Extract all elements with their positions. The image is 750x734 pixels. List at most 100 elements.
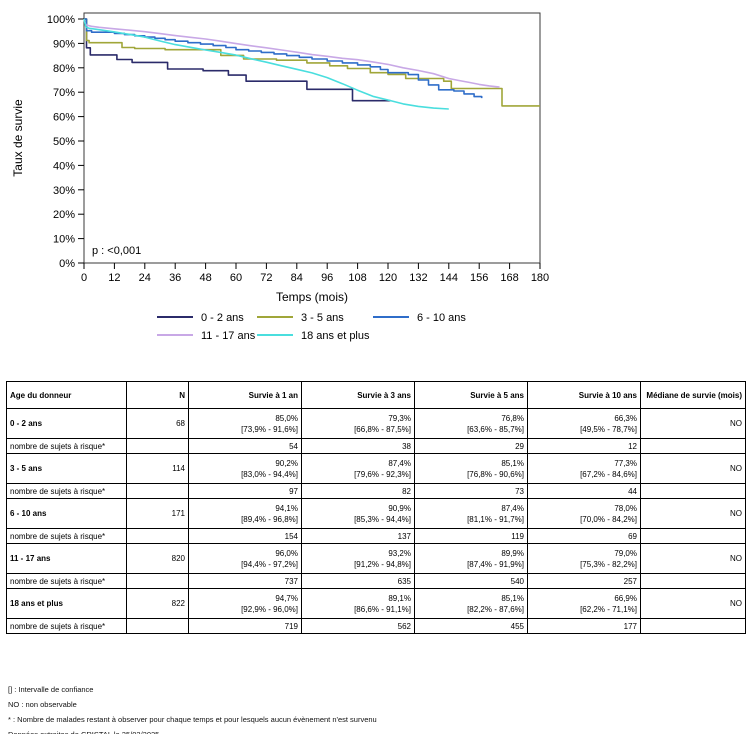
cell-survival: 66,9% [62,2% - 71,1%]	[527, 588, 641, 619]
cell-survival: 90,9% [85,3% - 94,4%]	[301, 498, 415, 529]
cell-median: NO	[640, 453, 746, 484]
table-row-group: 11 - 17 ans 820 96,0% [94,4% - 97,2%] 93,2%[…	[6, 543, 746, 574]
cell-empty	[640, 618, 746, 634]
cell-risk-label: nombre de sujets à risque*	[6, 483, 127, 499]
confidence-interval: [66,8% - 87,5%]	[354, 424, 411, 434]
cell-survival: 85,0% [73,9% - 91,6%]	[188, 408, 302, 439]
cell-age-group: 6 - 10 ans	[6, 498, 127, 529]
x-tick-label: 36	[169, 272, 181, 284]
cell-risk-label: nombre de sujets à risque*	[6, 573, 127, 589]
cell-n: 68	[126, 408, 189, 439]
cell-survival: 94,7% [92,9% - 96,0%]	[188, 588, 302, 619]
cell-survival: 89,9% [87,4% - 91,9%]	[414, 543, 528, 574]
cell-risk-count: 137	[301, 528, 415, 544]
table-row-risk: nombre de sujets à risque* 719 562 455 177	[6, 618, 746, 634]
survival-percent: 94,1%	[275, 503, 298, 513]
cell-risk-label: nombre de sujets à risque*	[6, 618, 127, 634]
col-header-survie-1an: Survie à 1 an	[188, 381, 302, 409]
x-tick-label: 24	[139, 272, 151, 284]
confidence-interval: [86,6% - 91,1%]	[354, 604, 411, 614]
survival-percent: 90,9%	[388, 503, 411, 513]
cell-risk-count: 82	[301, 483, 415, 499]
y-tick-label: 50%	[53, 136, 75, 148]
y-tick-label: 40%	[53, 160, 75, 172]
cell-age-group: 0 - 2 ans	[6, 408, 127, 439]
cell-survival: 79,0% [75,3% - 82,2%]	[527, 543, 641, 574]
survival-percent: 77,3%	[614, 458, 637, 468]
confidence-interval: [75,3% - 82,2%]	[580, 559, 637, 569]
cell-risk-label: nombre de sujets à risque*	[6, 528, 127, 544]
cell-survival: 76,8% [63,6% - 85,7%]	[414, 408, 528, 439]
cell-median: NO	[640, 543, 746, 574]
cell-empty	[126, 438, 189, 454]
confidence-interval: [89,4% - 96,8%]	[241, 514, 298, 524]
y-axis-label: Taux de survie	[11, 99, 25, 177]
cell-risk-count: 719	[188, 618, 302, 634]
x-tick-label: 120	[379, 272, 397, 284]
confidence-interval: [91,2% - 94,8%]	[354, 559, 411, 569]
y-tick-label: 20%	[53, 209, 75, 221]
confidence-interval: [87,4% - 91,9%]	[467, 559, 524, 569]
confidence-interval: [67,2% - 84,6%]	[580, 469, 637, 479]
col-header-age: Age du donneur	[6, 381, 127, 409]
cell-empty	[640, 528, 746, 544]
table-row-group: 6 - 10 ans 171 94,1% [89,4% - 96,8%] 90,9% [8…	[6, 498, 746, 529]
legend-label-3---5-ans: 3 - 5 ans	[301, 312, 344, 324]
cell-risk-count: 29	[414, 438, 528, 454]
y-tick-label: 10%	[53, 234, 75, 246]
confidence-interval: [82,2% - 87,6%]	[467, 604, 524, 614]
survival-percent: 66,3%	[614, 413, 637, 423]
table-row-group: 3 - 5 ans 114 90,2% [83,0% - 94,4%] 87,4% [79…	[6, 453, 746, 484]
legend-label-18-ans-et-plus: 18 ans et plus	[301, 330, 370, 342]
survival-table: Age du donneur N Survie à 1 an Survie à …	[6, 381, 746, 634]
survival-percent: 85,0%	[275, 413, 298, 423]
cell-median: NO	[640, 588, 746, 619]
cell-empty	[126, 618, 189, 634]
cell-risk-count: 119	[414, 528, 528, 544]
x-tick-label: 168	[500, 272, 518, 284]
survival-percent: 87,4%	[388, 458, 411, 468]
x-tick-label: 12	[108, 272, 120, 284]
x-tick-label: 84	[291, 272, 303, 284]
col-header-survie-3ans: Survie à 3 ans	[301, 381, 415, 409]
col-header-survie-10ans: Survie à 10 ans	[527, 381, 641, 409]
cell-empty	[640, 573, 746, 589]
y-tick-label: 100%	[47, 14, 75, 26]
confidence-interval: [73,9% - 91,6%]	[241, 424, 298, 434]
cell-survival: 90,2% [83,0% - 94,4%]	[188, 453, 302, 484]
y-tick-label: 70%	[53, 87, 75, 99]
survival-percent: 89,1%	[388, 593, 411, 603]
cell-survival: 77,3% [67,2% - 84,6%]	[527, 453, 641, 484]
confidence-interval: [79,6% - 92,3%]	[354, 469, 411, 479]
confidence-interval: [92,9% - 96,0%]	[241, 604, 298, 614]
curve-11---17-ans	[83, 18, 500, 88]
confidence-interval: [85,3% - 94,4%]	[354, 514, 411, 524]
cell-survival: 96,0% [94,4% - 97,2%]	[188, 543, 302, 574]
curve-6---10-ans	[84, 18, 483, 99]
cell-risk-count: 38	[301, 438, 415, 454]
y-tick-label: 90%	[53, 38, 75, 50]
cell-survival: 89,1% [86,6% - 91,1%]	[301, 588, 415, 619]
cell-age-group: 3 - 5 ans	[6, 453, 127, 484]
cell-survival: 66,3% [49,5% - 78,7%]	[527, 408, 641, 439]
x-tick-label: 0	[81, 272, 87, 284]
cell-empty	[640, 438, 746, 454]
x-tick-label: 96	[321, 272, 333, 284]
cell-risk-count: 257	[527, 573, 641, 589]
survival-percent: 66,9%	[614, 593, 637, 603]
cell-risk-count: 54	[188, 438, 302, 454]
survival-percent: 90,2%	[275, 458, 298, 468]
survival-percent: 85,1%	[501, 593, 524, 603]
x-tick-label: 72	[260, 272, 272, 284]
legend-label-11---17-ans: 11 - 17 ans	[201, 330, 256, 342]
confidence-interval: [70,0% - 84,2%]	[580, 514, 637, 524]
cell-risk-count: 540	[414, 573, 528, 589]
survival-percent: 89,9%	[501, 548, 524, 558]
plot-frame	[83, 12, 541, 264]
cell-risk-count: 12	[527, 438, 641, 454]
cell-survival: 85,1% [76,8% - 90,6%]	[414, 453, 528, 484]
cell-risk-count: 177	[527, 618, 641, 634]
cell-risk-count: 154	[188, 528, 302, 544]
cell-n: 822	[126, 588, 189, 619]
